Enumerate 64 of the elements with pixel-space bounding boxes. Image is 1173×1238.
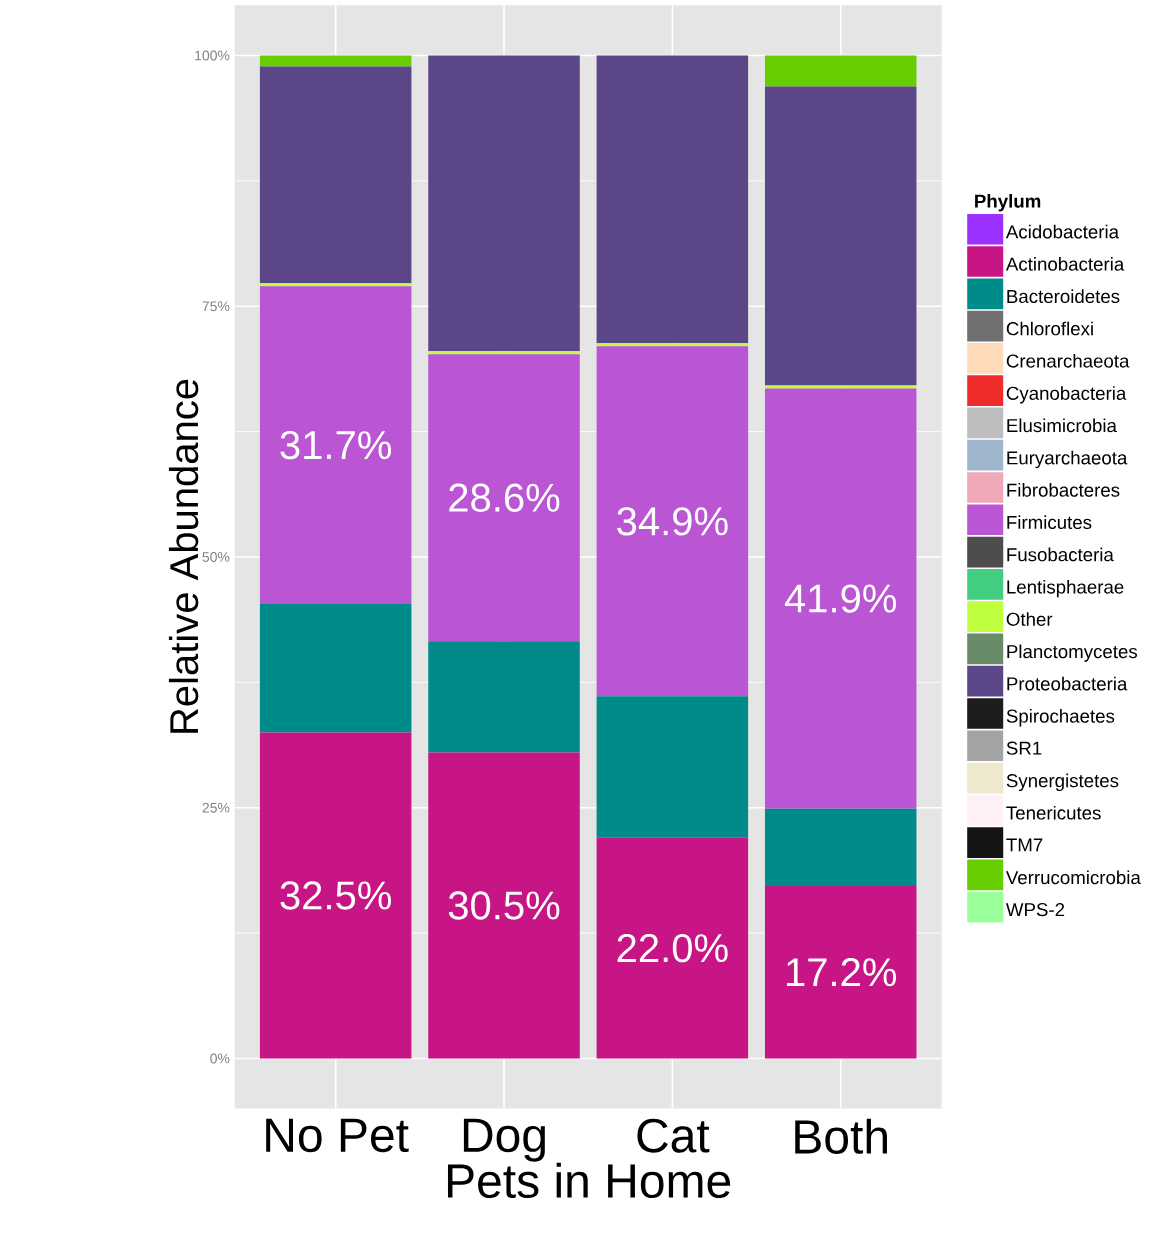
legend-label: Elusimicrobia [1007, 418, 1118, 433]
legend-label: Lentisphaerae [1007, 579, 1124, 598]
bar [260, 286, 412, 605]
bar [596, 696, 749, 838]
data-label: 17.2% [787, 958, 897, 987]
legend-label: Spirochaetes [1006, 709, 1115, 727]
bar [596, 343, 749, 347]
bar [596, 837, 749, 1059]
legend-label: Planctomycetes [1007, 644, 1138, 662]
bar [260, 732, 412, 1059]
bar [765, 885, 917, 1059]
legend-label: Chloroflexi [1007, 321, 1094, 336]
legend-label: TM7 [1006, 838, 1043, 852]
bar [765, 388, 917, 809]
data-label: 22.0% [617, 933, 728, 963]
y-tick-label: 25% [202, 802, 230, 813]
legend-label: Proteobacteria [1007, 676, 1128, 691]
y-tick-label: 100% [195, 50, 230, 61]
legend-label: Crenarchaeota [1007, 353, 1130, 368]
bar [428, 641, 581, 753]
legend-title: Phylum [975, 194, 1041, 212]
legend-label: Euryarchaeota [1007, 450, 1128, 469]
x-tick-label: Cat [637, 1118, 710, 1153]
data-label: 30.5% [449, 891, 560, 920]
x-tick-label: Both [795, 1118, 888, 1154]
x-tick-label: Dog [464, 1118, 546, 1162]
legend-label: Fusobacteria [1007, 547, 1115, 562]
bar [428, 354, 581, 642]
bar [428, 351, 581, 355]
bar [765, 385, 917, 389]
bar [428, 55, 581, 352]
bar [765, 86, 917, 386]
x-axis-title: Pets in Home [448, 1162, 731, 1199]
legend-label: Synergistetes [1006, 773, 1119, 792]
y-tick-label: 75% [202, 301, 230, 312]
legend-label: Tenericutes [1006, 805, 1101, 820]
data-label: 41.9% [785, 584, 897, 613]
data-label: 28.6% [449, 483, 560, 512]
bar [596, 55, 749, 344]
x-tick-label: No Pet [266, 1118, 409, 1153]
data-label: 34.9% [617, 507, 728, 536]
bar [260, 55, 412, 67]
bar [260, 283, 412, 287]
legend-label: Acidobacteria [1006, 224, 1120, 239]
legend-label: Firmicutes [1007, 515, 1092, 530]
data-label: 31.7% [280, 430, 392, 460]
y-axis-title: Relative Abundance [169, 379, 199, 733]
legend-label: Other [1007, 612, 1053, 626]
bar [596, 346, 749, 697]
bar [765, 55, 917, 87]
y-tick-label: 0% [210, 1053, 230, 1064]
legend-label: WPS-2 [1006, 902, 1065, 917]
y-tick-label: 50% [202, 552, 230, 562]
bar [765, 808, 917, 886]
legend-label: SR1 [1006, 741, 1042, 755]
bar [260, 66, 412, 284]
data-label: 32.5% [280, 881, 392, 910]
legend-label: Cyanobacteria [1007, 386, 1127, 404]
legend-label: Bacteroidetes [1007, 289, 1120, 304]
legend-label: Actinobacteria [1006, 257, 1125, 271]
legend-label: Fibrobacteres [1007, 483, 1120, 497]
legend-label: Verrucomicrobia [1006, 870, 1142, 885]
bar [260, 604, 412, 733]
bar [428, 752, 581, 1059]
